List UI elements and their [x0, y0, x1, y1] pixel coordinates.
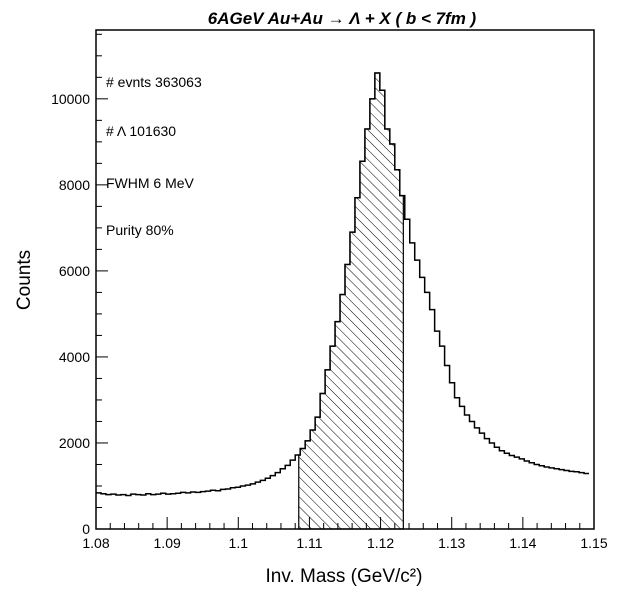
y-axis: 0 2000 4000 6000 8000 10000 [51, 33, 108, 537]
histogram-line [96, 72, 590, 497]
plot-frame [95, 29, 595, 530]
x-tick-label: 1.08 [82, 535, 109, 551]
chart-title: 6AGeV Au+Au → Λ + X ( b < 7fm ) [208, 9, 477, 28]
annotations: # evnts 363063 # Λ 101630 FWHM 6 MeV Pur… [106, 74, 202, 238]
plot-area [96, 72, 590, 530]
x-axis-title: Inv. Mass (GeV/c²) [266, 566, 423, 587]
signal-region [298, 72, 404, 530]
annotation-events: # evnts 363063 [106, 74, 202, 90]
y-tick-label: 4000 [59, 349, 90, 365]
annotation-purity: Purity 80% [106, 222, 174, 238]
y-tick-label: 2000 [59, 435, 90, 451]
annotation-lambda-count: # Λ 101630 [106, 123, 176, 139]
x-tick-label: 1.1 [229, 535, 249, 551]
y-tick-label: 6000 [59, 263, 90, 279]
y-tick-label: 8000 [59, 177, 90, 193]
x-tick-label: 1.09 [154, 535, 181, 551]
x-tick-label: 1.14 [509, 535, 536, 551]
y-tick-label: 0 [82, 521, 90, 537]
x-tick-label: 1.11 [296, 535, 322, 551]
x-tick-label: 1.12 [367, 535, 394, 551]
x-axis: 1.08 1.09 1.1 1.11 1.12 1.13 1.14 1.15 [82, 517, 608, 551]
x-tick-label: 1.13 [438, 535, 465, 551]
x-tick-label: 1.15 [580, 535, 607, 551]
y-axis-title: Counts [14, 250, 35, 310]
y-tick-label: 10000 [51, 91, 90, 107]
annotation-fwhm: FWHM 6 MeV [106, 175, 195, 191]
